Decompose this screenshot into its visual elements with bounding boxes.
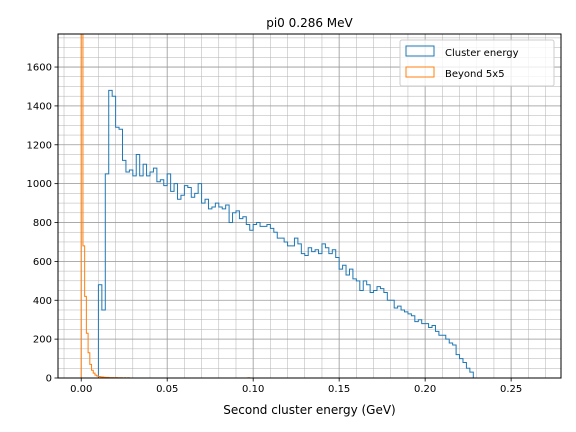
plot-frame bbox=[57, 33, 562, 379]
y-tick-label: 800 bbox=[33, 218, 52, 229]
legend-label-cluster-energy: Cluster energy bbox=[445, 48, 519, 59]
legend: Cluster energy Beyond 5x5 bbox=[399, 39, 555, 87]
chart-title: pi0 0.286 MeV bbox=[266, 16, 353, 30]
y-tick-label: 1200 bbox=[27, 140, 52, 151]
y-tick-label: 1400 bbox=[27, 101, 52, 112]
legend-label-beyond-5x5: Beyond 5x5 bbox=[445, 69, 505, 80]
y-tick-label: 0 bbox=[46, 374, 52, 385]
legend-swatch-cluster-energy bbox=[405, 45, 435, 57]
y-tick-label: 1000 bbox=[27, 179, 52, 190]
x-axis-label: Second cluster energy (GeV) bbox=[223, 403, 395, 417]
x-tick-label: 0.05 bbox=[156, 384, 178, 395]
y-tick-label: 200 bbox=[33, 335, 52, 346]
legend-swatch-beyond-5x5 bbox=[405, 66, 435, 78]
legend-box bbox=[399, 39, 555, 87]
y-tick-label: 1600 bbox=[27, 63, 52, 74]
x-tick-label: 0.10 bbox=[242, 384, 264, 395]
x-tick-label: 0.15 bbox=[328, 384, 350, 395]
series-cluster-energy-step bbox=[81, 89, 477, 379]
x-tick-label: 0.00 bbox=[70, 384, 92, 395]
y-axis: 0 200 400 600 800 1000 1200 1400 1600 bbox=[27, 63, 58, 385]
x-tick-label: 0.25 bbox=[500, 384, 522, 395]
x-tick-label: 0.20 bbox=[414, 384, 436, 395]
y-tick-label: 400 bbox=[33, 296, 52, 307]
x-axis: 0.00 0.05 0.10 0.15 0.20 0.25 bbox=[70, 378, 522, 395]
y-tick-label: 600 bbox=[33, 257, 52, 268]
